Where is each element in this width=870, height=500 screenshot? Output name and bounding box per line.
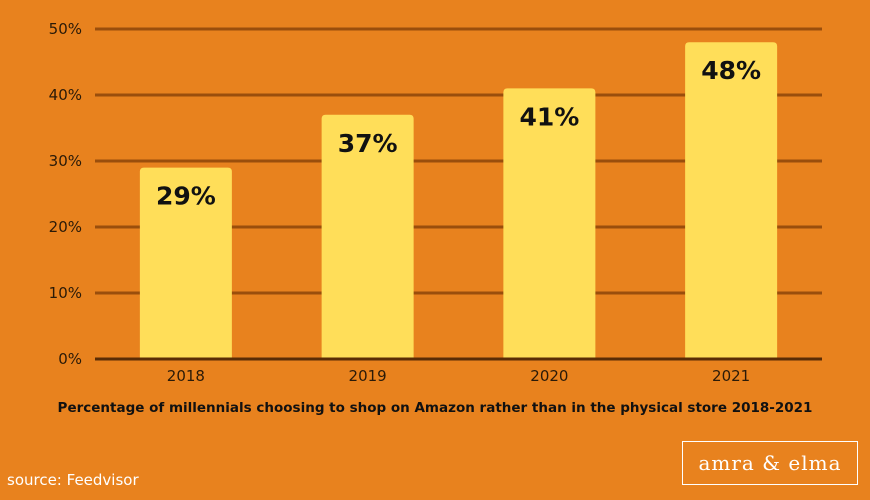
y-tick-label: 0%	[58, 350, 82, 368]
bar	[503, 88, 596, 360]
y-tick-label: 40%	[49, 86, 82, 104]
bar	[685, 42, 778, 359]
y-tick-label: 10%	[49, 284, 82, 302]
x-tick-label: 2020	[530, 367, 568, 385]
y-tick-label: 50%	[49, 20, 82, 38]
bar	[321, 114, 414, 359]
data-label: 37%	[338, 129, 398, 158]
x-tick-label: 2021	[712, 367, 750, 385]
logo-text: amra & elma	[698, 451, 842, 475]
bar	[139, 167, 232, 359]
y-tick-label: 20%	[49, 218, 82, 236]
chart-caption: Percentage of millennials choosing to sh…	[57, 400, 813, 416]
brand-logo: amra & elma	[682, 441, 858, 485]
bar-chart: 0% 10% 20% 30% 40% 50% 29% 2018 37% 2019 41% 2020 48…	[49, 20, 822, 385]
data-label: 48%	[701, 56, 761, 85]
x-tick-label: 2019	[349, 367, 387, 385]
source-label: source: Feedvisor	[7, 471, 139, 489]
y-tick-label: 30%	[49, 152, 82, 170]
data-label: 29%	[156, 182, 216, 211]
data-label: 41%	[519, 102, 579, 131]
x-tick-label: 2018	[167, 367, 205, 385]
